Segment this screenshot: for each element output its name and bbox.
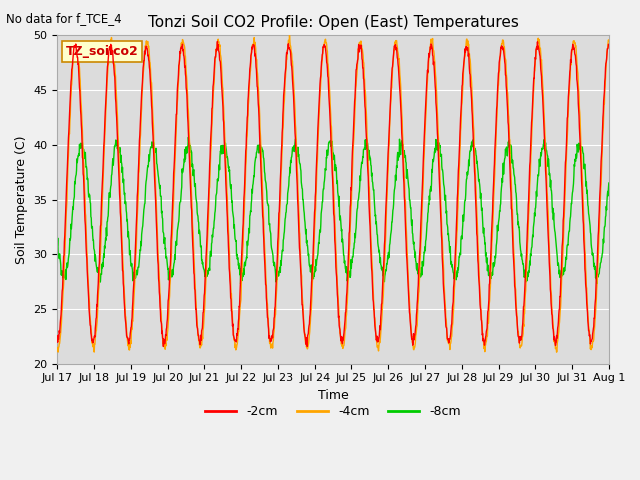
Title: Tonzi Soil CO2 Profile: Open (East) Temperatures: Tonzi Soil CO2 Profile: Open (East) Temp… [148,15,518,30]
Y-axis label: Soil Temperature (C): Soil Temperature (C) [15,135,28,264]
Text: No data for f_TCE_4: No data for f_TCE_4 [6,12,122,25]
Text: TZ_soilco2: TZ_soilco2 [66,45,138,58]
X-axis label: Time: Time [317,389,349,402]
Legend: -2cm, -4cm, -8cm: -2cm, -4cm, -8cm [200,400,466,423]
